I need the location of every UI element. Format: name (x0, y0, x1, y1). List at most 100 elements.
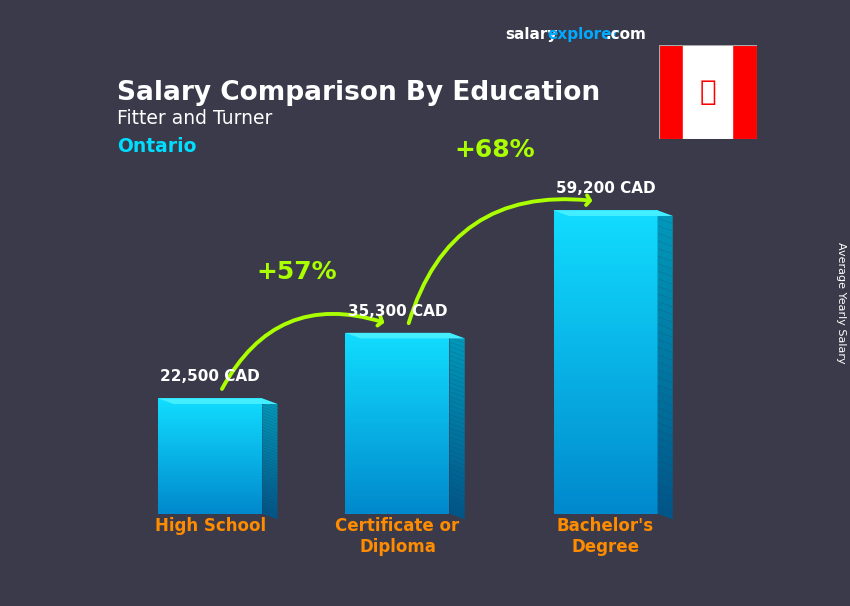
Polygon shape (345, 348, 450, 351)
Polygon shape (658, 407, 672, 421)
Polygon shape (450, 391, 465, 402)
Polygon shape (450, 401, 465, 411)
Polygon shape (450, 347, 465, 356)
Polygon shape (263, 491, 277, 499)
Polygon shape (553, 355, 658, 358)
Polygon shape (158, 424, 263, 426)
Polygon shape (553, 313, 658, 316)
Polygon shape (553, 479, 658, 484)
Polygon shape (450, 473, 465, 483)
Text: Ontario: Ontario (116, 137, 196, 156)
Polygon shape (658, 294, 672, 307)
Polygon shape (345, 457, 450, 459)
Polygon shape (158, 403, 263, 404)
Polygon shape (158, 510, 263, 511)
Polygon shape (345, 407, 450, 410)
Polygon shape (658, 445, 672, 459)
Polygon shape (345, 439, 450, 441)
Polygon shape (158, 421, 263, 423)
Polygon shape (345, 478, 450, 480)
Polygon shape (658, 256, 672, 269)
Polygon shape (345, 496, 450, 498)
Polygon shape (158, 456, 263, 458)
Polygon shape (345, 432, 450, 435)
Polygon shape (450, 428, 465, 438)
Polygon shape (158, 436, 263, 438)
Polygon shape (158, 463, 263, 465)
Text: Fitter and Turner: Fitter and Turner (116, 109, 272, 128)
Text: +57%: +57% (257, 260, 337, 284)
Polygon shape (345, 403, 450, 405)
Polygon shape (263, 502, 277, 511)
Polygon shape (345, 464, 450, 466)
Polygon shape (553, 339, 658, 343)
Polygon shape (553, 256, 658, 259)
Polygon shape (345, 371, 450, 373)
Polygon shape (345, 376, 450, 378)
Polygon shape (553, 229, 658, 233)
Polygon shape (553, 453, 658, 457)
Polygon shape (345, 347, 450, 348)
Polygon shape (658, 218, 672, 231)
Polygon shape (450, 360, 465, 370)
Polygon shape (158, 440, 263, 442)
Polygon shape (263, 462, 277, 470)
Polygon shape (553, 351, 658, 355)
Polygon shape (345, 364, 450, 367)
Polygon shape (658, 377, 672, 390)
Polygon shape (263, 430, 277, 439)
Polygon shape (158, 485, 263, 486)
Polygon shape (345, 333, 450, 335)
Polygon shape (553, 494, 658, 499)
Polygon shape (450, 338, 465, 347)
Polygon shape (345, 339, 450, 342)
Text: +68%: +68% (454, 138, 535, 162)
Polygon shape (345, 480, 450, 482)
Polygon shape (158, 407, 263, 408)
Polygon shape (345, 338, 450, 339)
Polygon shape (345, 415, 450, 416)
Polygon shape (158, 401, 263, 403)
Polygon shape (158, 458, 263, 459)
Polygon shape (553, 282, 658, 286)
Polygon shape (345, 491, 450, 493)
Polygon shape (158, 405, 263, 407)
Polygon shape (158, 411, 263, 413)
Text: Average Yearly Salary: Average Yearly Salary (836, 242, 846, 364)
Polygon shape (553, 366, 658, 370)
Polygon shape (553, 457, 658, 461)
Polygon shape (158, 479, 263, 481)
Polygon shape (658, 438, 672, 451)
Polygon shape (158, 400, 263, 401)
Polygon shape (263, 476, 277, 485)
Polygon shape (158, 417, 263, 419)
Polygon shape (553, 347, 658, 351)
Polygon shape (553, 400, 658, 404)
Polygon shape (345, 425, 450, 428)
Polygon shape (658, 400, 672, 413)
Polygon shape (158, 501, 263, 502)
Polygon shape (658, 324, 672, 338)
Polygon shape (158, 481, 263, 482)
Polygon shape (450, 487, 465, 497)
Polygon shape (158, 408, 263, 410)
Polygon shape (158, 416, 263, 417)
Polygon shape (158, 445, 263, 446)
Polygon shape (263, 445, 277, 453)
Polygon shape (345, 430, 450, 432)
Polygon shape (158, 433, 263, 435)
Polygon shape (158, 470, 263, 472)
Polygon shape (658, 316, 672, 330)
Polygon shape (658, 248, 672, 261)
Polygon shape (553, 316, 658, 321)
Text: 🍁: 🍁 (700, 78, 716, 107)
Polygon shape (553, 404, 658, 407)
Polygon shape (158, 511, 263, 512)
Polygon shape (658, 392, 672, 405)
Polygon shape (553, 233, 658, 237)
Text: explorer: explorer (547, 27, 620, 42)
Polygon shape (158, 449, 263, 450)
Polygon shape (263, 508, 277, 516)
Polygon shape (345, 419, 450, 421)
Polygon shape (553, 252, 658, 256)
